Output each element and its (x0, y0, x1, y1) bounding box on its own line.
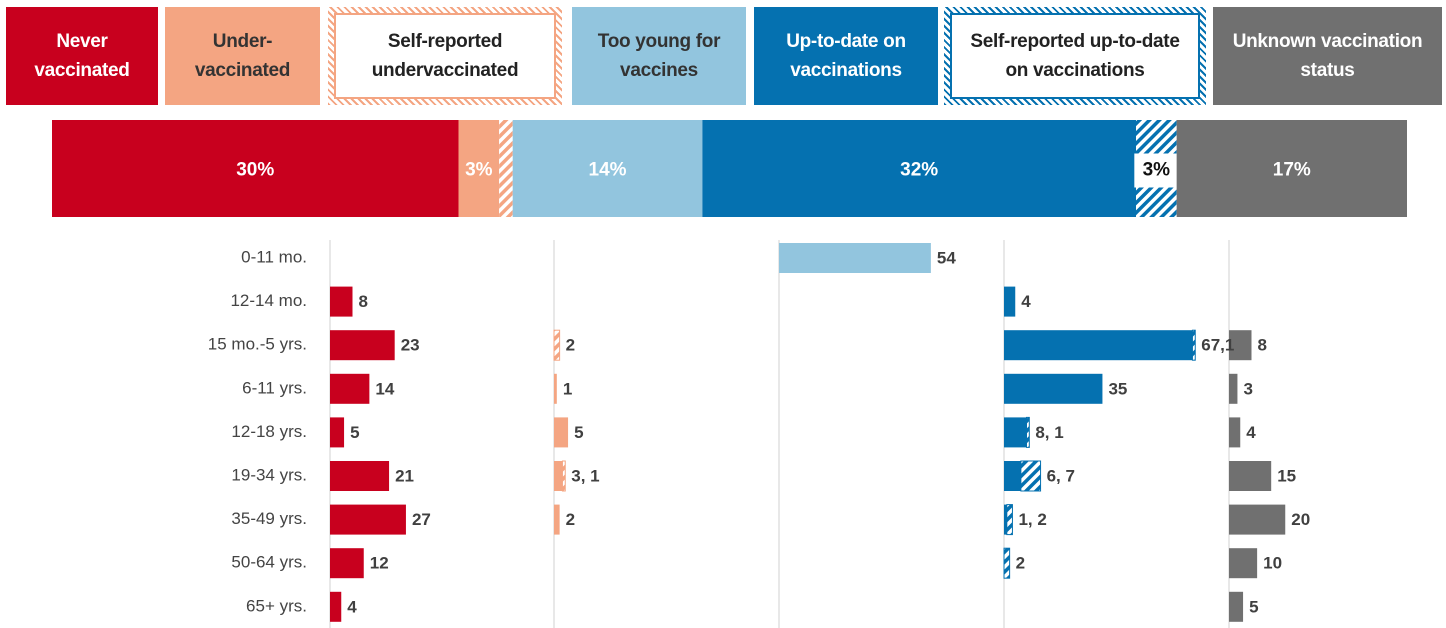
legend-label: Too young for vaccines (597, 31, 721, 81)
share-label: 3% (465, 160, 493, 181)
data-label: 5 (1249, 597, 1258, 616)
bar (330, 591, 342, 622)
bar (554, 504, 560, 535)
data-label: 27 (412, 510, 431, 529)
legend-label: Self-reported up-to-date on vaccinations (950, 13, 1200, 99)
bar (1229, 548, 1258, 579)
bar (330, 504, 406, 535)
data-label: 5 (574, 423, 583, 442)
bar (330, 548, 364, 579)
bar (1229, 417, 1241, 448)
share-label: 30% (236, 160, 274, 181)
data-label: 3, 1 (571, 466, 599, 485)
bar (1004, 373, 1103, 404)
bar (1229, 591, 1244, 622)
data-label: 15 (1277, 466, 1296, 485)
bar (779, 243, 931, 273)
share-segment (1176, 120, 1407, 217)
legend-label: Never vaccinated (34, 31, 130, 81)
data-label: 21 (395, 466, 414, 485)
row-label: 65+ yrs. (246, 596, 307, 615)
legend-label: Under-vaccinated (194, 31, 291, 81)
row-label: 50-64 yrs. (231, 553, 307, 572)
row-label: 12-18 yrs. (231, 422, 307, 441)
legend-label: Unknown vaccination status (1232, 31, 1423, 81)
bar (554, 373, 557, 404)
row-label: 0-11 mo. (241, 247, 307, 266)
data-label: 3 (1243, 379, 1252, 398)
data-label: 8 (359, 292, 368, 311)
data-label: 67,1 (1201, 336, 1234, 355)
data-label: 4 (1246, 423, 1256, 442)
share-label: 14% (589, 160, 627, 181)
share-segment (499, 120, 513, 217)
legend-item: Under-vaccinated (165, 7, 320, 105)
bar (1229, 504, 1286, 535)
data-label: 35 (1108, 379, 1127, 398)
bar (1003, 547, 1011, 579)
legend-label: Self-reported undervaccinated (334, 13, 556, 99)
bar (1004, 461, 1021, 491)
bar (1020, 460, 1042, 492)
data-label: 20 (1291, 510, 1310, 529)
bar (1229, 373, 1238, 404)
bar (1191, 329, 1196, 361)
row-label: 12-14 mo. (230, 291, 307, 310)
data-label: 6, 7 (1047, 466, 1075, 485)
bar (1004, 417, 1027, 448)
row-label: 19-34 yrs. (231, 465, 307, 484)
bar (1229, 461, 1272, 491)
legend-item: Too young for vaccines (572, 7, 746, 105)
legend-label: Up-to-date on vaccinations (786, 31, 906, 81)
share-segment (702, 120, 1136, 217)
share-label: 3% (1143, 160, 1171, 181)
data-label: 2 (566, 336, 575, 355)
data-label: 4 (1021, 292, 1031, 311)
data-label: 14 (375, 379, 394, 398)
bar (330, 461, 390, 491)
bar (553, 329, 561, 361)
bar (330, 286, 353, 317)
data-label: 10 (1263, 554, 1282, 573)
share-label: 17% (1273, 160, 1311, 181)
bar (554, 461, 563, 491)
bar (1004, 286, 1016, 317)
data-label: 4 (347, 597, 357, 616)
data-label: 2 (566, 510, 575, 529)
data-label: 23 (401, 336, 420, 355)
data-label: 2 (1016, 554, 1025, 573)
legend-item: Self-reported undervaccinated (328, 7, 562, 105)
bar (1004, 330, 1193, 361)
legend-item: Unknown vaccination status (1213, 7, 1442, 105)
share-segment (512, 120, 703, 217)
row-label: 35-49 yrs. (231, 509, 307, 528)
share-segment (458, 120, 500, 217)
legend-item: Self-reported up-to-date on vaccinations (944, 7, 1206, 105)
share-label-box (1134, 153, 1179, 188)
bar (330, 373, 370, 404)
row-label: 15 mo.-5 yrs. (208, 335, 307, 354)
legend-item: Never vaccinated (6, 7, 158, 105)
data-label: 1 (563, 379, 572, 398)
data-label: 12 (370, 554, 389, 573)
data-label: 5 (350, 423, 359, 442)
share-segment (52, 120, 459, 217)
row-label: 6-11 yrs. (242, 378, 307, 397)
data-label: 1, 2 (1018, 510, 1046, 529)
bar (561, 460, 566, 492)
share-label: 32% (900, 160, 938, 181)
bar (554, 417, 569, 448)
data-label: 8, 1 (1035, 423, 1063, 442)
bar (1006, 504, 1013, 536)
bar (1004, 504, 1007, 535)
bar (1026, 416, 1030, 448)
bar (330, 330, 395, 361)
bar (1229, 330, 1252, 361)
data-label: 54 (937, 248, 956, 267)
data-label: 8 (1258, 336, 1267, 355)
bar (330, 417, 345, 448)
legend-item: Up-to-date on vaccinations (754, 7, 938, 105)
